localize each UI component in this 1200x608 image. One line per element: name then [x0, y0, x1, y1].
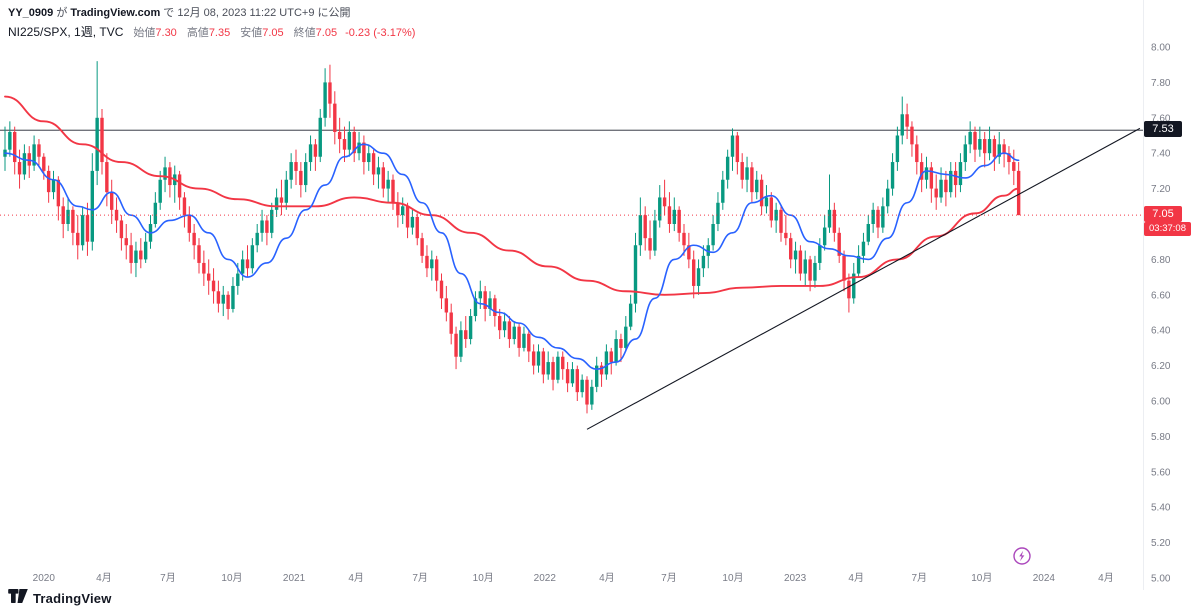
high-value: 7.35: [208, 27, 231, 39]
ma-slow-line[interactable]: [4, 95, 1020, 296]
symbol-title[interactable]: NI225/SPX, 1週, TVC: [8, 25, 124, 39]
svg-text:4月: 4月: [96, 572, 112, 584]
hline-price-label: 7.53: [1144, 121, 1182, 138]
svg-text:8.00: 8.00: [1151, 43, 1171, 54]
svg-text:5.60: 5.60: [1151, 467, 1171, 478]
svg-text:7月: 7月: [412, 572, 428, 584]
attribution-particle-2: で: [160, 7, 178, 19]
attribution-particle-1: が: [53, 7, 71, 19]
svg-text:4月: 4月: [599, 572, 615, 584]
svg-text:10月: 10月: [221, 572, 242, 584]
tradingview-logo-text: TradingView: [33, 591, 112, 606]
svg-text:4月: 4月: [1098, 572, 1114, 584]
svg-text:7月: 7月: [911, 572, 927, 584]
flash-circle-icon: [1012, 547, 1032, 569]
svg-text:2021: 2021: [283, 573, 306, 584]
svg-text:2022: 2022: [534, 573, 557, 584]
svg-text:6.60: 6.60: [1151, 290, 1171, 301]
svg-text:6.20: 6.20: [1151, 361, 1171, 372]
ma-fast-line[interactable]: [4, 143, 1020, 370]
flash-button[interactable]: [1012, 546, 1032, 566]
svg-text:7.40: 7.40: [1151, 149, 1171, 160]
open-value: 7.30: [155, 27, 177, 39]
svg-text:7月: 7月: [661, 572, 677, 584]
attribution-datetime: 12月 08, 2023 11:22 UTC+9: [177, 7, 315, 19]
last-price-label: 7.05: [1144, 206, 1182, 223]
price-axis[interactable]: 8.007.807.607.407.207.006.806.606.406.20…: [1151, 43, 1171, 585]
svg-text:7.60: 7.60: [1151, 113, 1171, 124]
attribution-username[interactable]: YY_0909: [8, 7, 54, 19]
svg-text:2020: 2020: [33, 573, 56, 584]
svg-text:10月: 10月: [722, 572, 743, 584]
svg-text:10月: 10月: [473, 572, 494, 584]
svg-text:5.20: 5.20: [1151, 538, 1171, 549]
svg-text:6.00: 6.00: [1151, 397, 1171, 408]
svg-text:4月: 4月: [348, 572, 364, 584]
time-axis[interactable]: 2020 4月 7月 10月 2021 4月 7月 10月 2022 4月 7月 10月 2023 4月 7…: [33, 572, 1114, 584]
attribution: YY_0909 が TradingView.com で 12月 08, 2023…: [8, 4, 351, 20]
svg-text:6.80: 6.80: [1151, 255, 1171, 266]
trend-line[interactable]: [586, 127, 1141, 430]
attribution-site-link[interactable]: TradingView.com: [70, 7, 161, 19]
attribution-particle-3: に公開: [314, 7, 351, 19]
close-value: 7.05: [315, 27, 338, 39]
svg-text:5.80: 5.80: [1151, 432, 1171, 443]
svg-text:5.40: 5.40: [1151, 503, 1171, 514]
candles-series: [3, 61, 1021, 414]
open-label: 始値: [133, 27, 156, 39]
low-value: 7.05: [262, 27, 284, 39]
high-label: 高値: [186, 27, 209, 39]
svg-text:10月: 10月: [971, 572, 992, 584]
close-label: 終値: [293, 27, 316, 39]
tradingview-logo[interactable]: TradingView: [8, 589, 112, 608]
countdown-label: 03:37:08: [1144, 222, 1191, 237]
svg-text:4月: 4月: [848, 572, 864, 584]
tradingview-mark-icon: [8, 589, 28, 608]
svg-text:2023: 2023: [784, 573, 807, 584]
low-label: 安値: [240, 27, 263, 39]
svg-text:7.80: 7.80: [1151, 78, 1171, 89]
change-value: -0.23 (-3.17%): [345, 27, 416, 39]
svg-text:5.00: 5.00: [1151, 574, 1171, 585]
svg-text:7月: 7月: [160, 572, 176, 584]
svg-text:2024: 2024: [1033, 573, 1056, 584]
svg-text:7.20: 7.20: [1151, 184, 1171, 195]
svg-text:6.40: 6.40: [1151, 326, 1171, 337]
symbol-legend: NI225/SPX, 1週, TVC 始値7.30 高値7.35 安値7.05 終値7.…: [8, 23, 415, 40]
